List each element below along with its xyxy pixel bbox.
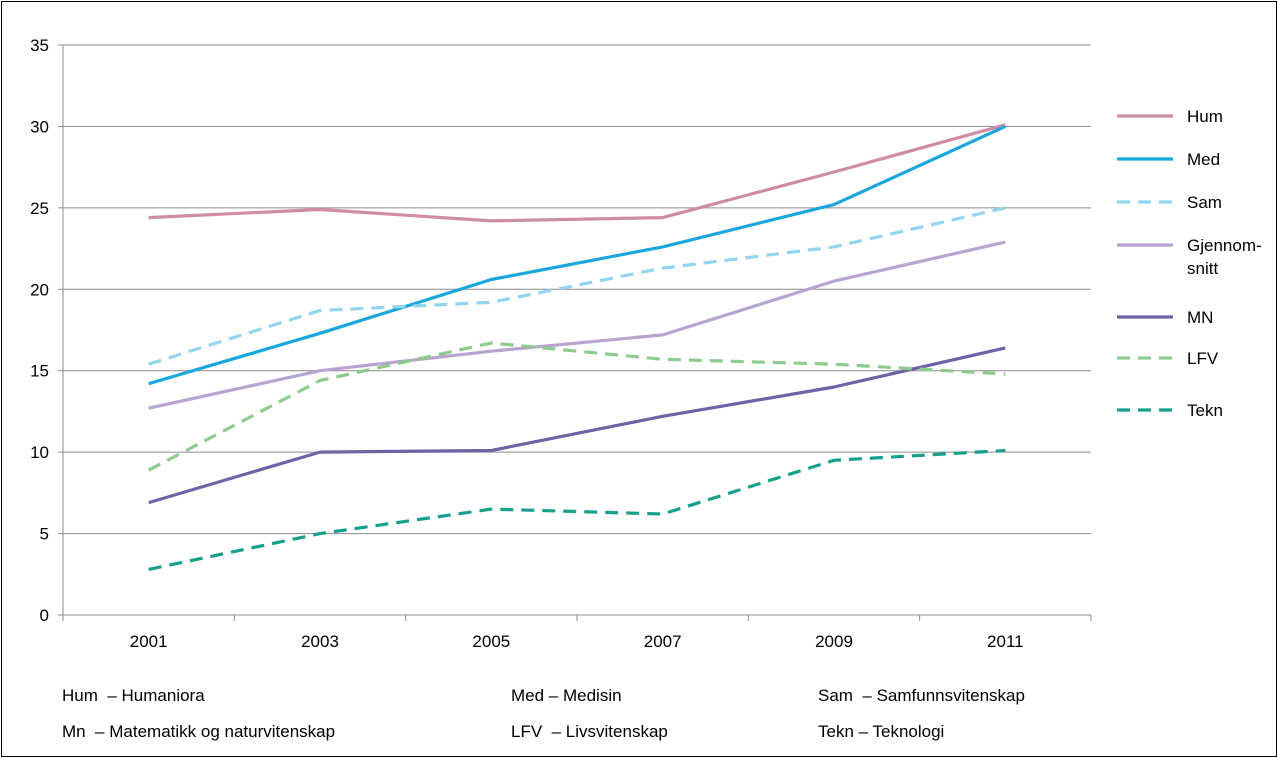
legend-label: Sam [1187,193,1222,212]
series-line-sam [148,206,1006,366]
x-tick-label: 2009 [815,632,853,651]
x-axis-tick-labels: 2001 2003 2005 2007 2009 2011 [130,632,1024,651]
y-axis-tick-labels: 0 5 10 15 20 25 30 35 [30,36,49,625]
y-tick-label: 20 [30,280,49,299]
footnote-lfv: LFV – Livsvitenskap [511,722,668,741]
series-line-med [148,124,1006,386]
series-line-lfv [147,341,1006,472]
legend-label: Hum [1187,107,1223,126]
x-tick-label: 2007 [644,632,682,651]
y-tick-label: 30 [30,117,49,136]
series-line-tekn [148,448,1006,571]
legend-label: snitt [1187,259,1218,278]
series-lines [147,123,1006,571]
y-tick-label: 25 [30,199,49,218]
legend-label: Tekn [1187,401,1223,420]
footnote-mn: Mn – Matematikk og naturvitenskap [62,722,336,741]
footnote-hum: Hum – Humaniora [62,686,205,705]
y-tick-label: 0 [40,606,49,625]
x-tick-label: 2005 [472,632,510,651]
gridlines [63,44,1091,535]
series-line-mn [148,346,1006,505]
legend-label: LFV [1187,349,1219,368]
footnote-tekn: Tekn – Teknologi [818,722,945,741]
legend-label: Med [1187,150,1220,169]
y-tick-label: 35 [30,36,49,55]
y-tick-label: 15 [30,362,49,381]
series-line-hum [148,123,1006,223]
legend-label: Gjennom- [1187,236,1262,255]
legend-label: MN [1187,308,1213,327]
legend: Hum Med Sam Gjennom-snitt MN LFV Tekn [1117,107,1262,420]
y-tick-label: 5 [40,525,49,544]
y-tick-label: 10 [30,443,49,462]
x-tick-label: 2003 [301,632,339,651]
axes [58,44,1092,621]
series-line-gjennom-snitt [148,240,1006,410]
x-tick-label: 2001 [130,632,168,651]
footnote-med: Med – Medisin [511,686,622,705]
x-tick-label: 2011 [987,632,1024,651]
footnote-sam: Sam – Samfunnsvitenskap [818,686,1025,705]
